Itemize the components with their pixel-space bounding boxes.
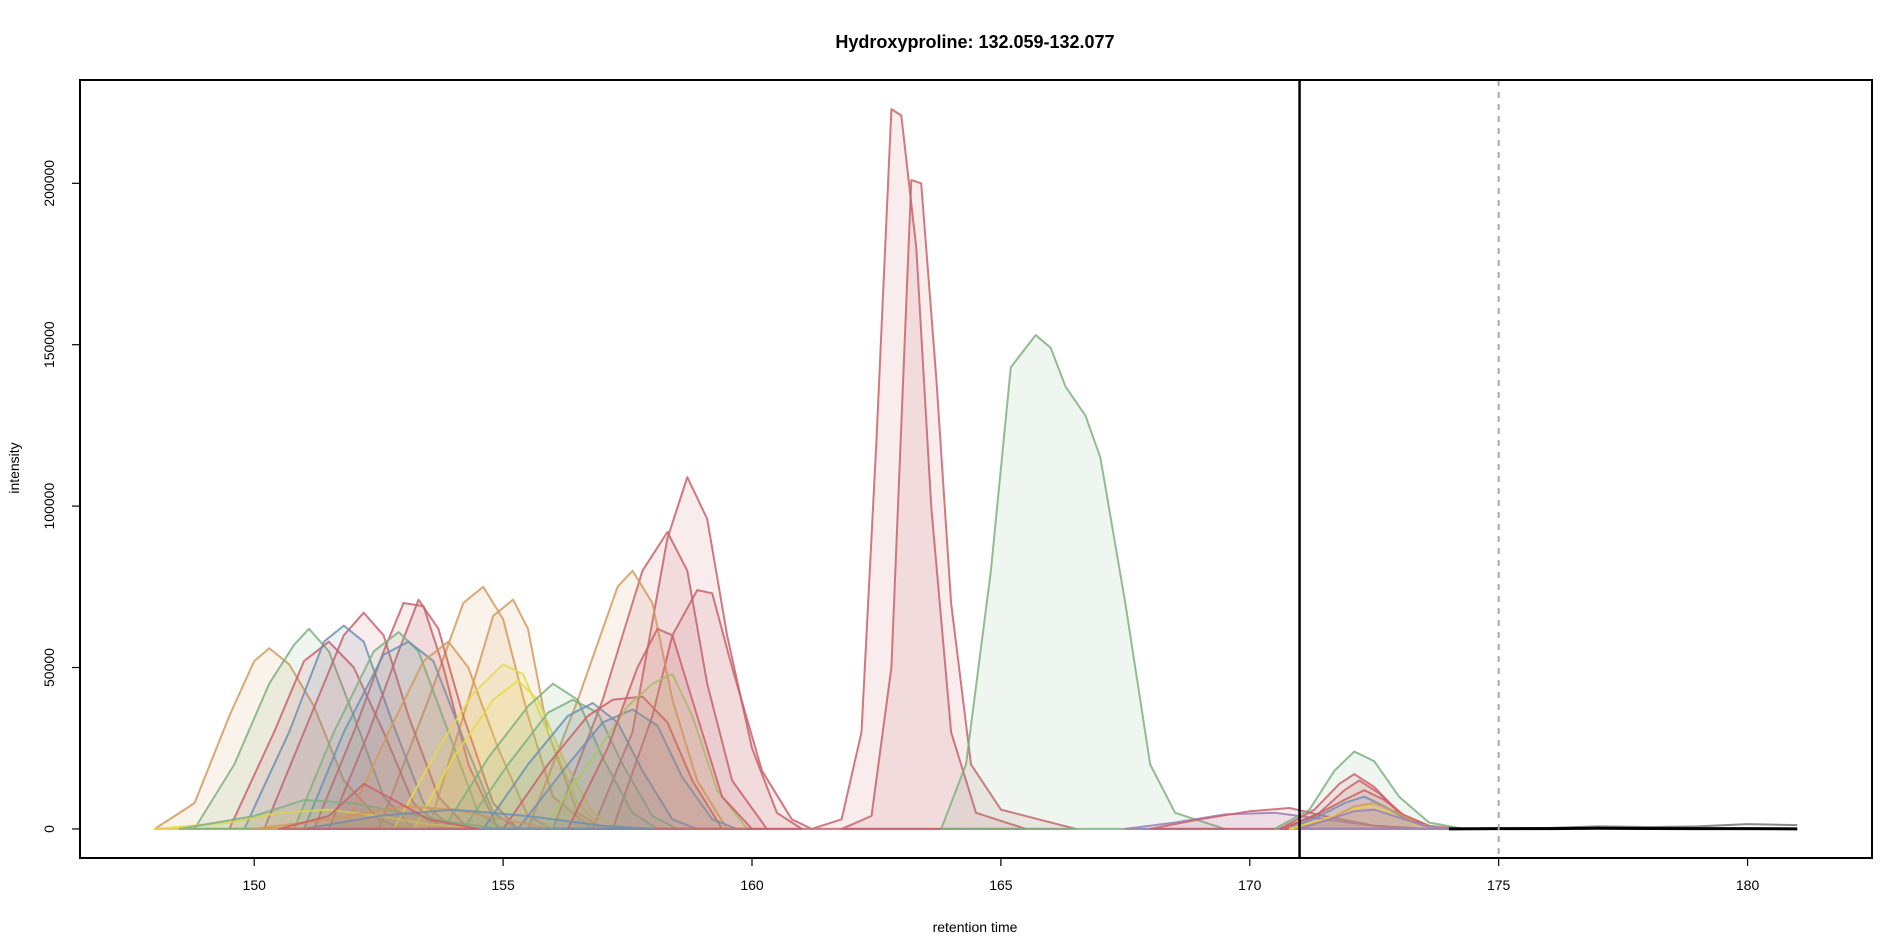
trace-32 (278, 782, 480, 830)
trace-25 (517, 708, 739, 830)
x-tick-label: 155 (491, 877, 515, 893)
y-tick-label: 100000 (41, 483, 57, 530)
y-tick-label: 0 (41, 825, 57, 833)
x-tick-label: 160 (740, 877, 764, 893)
x-tick-label: 165 (989, 877, 1013, 893)
trace-4 (611, 589, 813, 830)
trace-36 (1278, 773, 1460, 830)
y-axis: 0 50000 100000 150000 200000 (41, 160, 80, 833)
trace-24 (502, 695, 724, 830)
reference-lines (1298, 80, 1500, 858)
trace-16 (293, 631, 505, 830)
trace-29 (178, 798, 505, 830)
trace-42 (1298, 808, 1450, 830)
trace-27 (566, 627, 753, 830)
y-axis-label: intensity (6, 442, 22, 493)
x-tick-label: 170 (1238, 877, 1262, 893)
y-tick-label: 50000 (41, 648, 57, 687)
trace-26 (541, 673, 748, 830)
trace-1 (840, 179, 1077, 830)
trace-31 (303, 808, 654, 830)
x-axis: 150 155 160 165 170 175 180 (243, 857, 1760, 893)
trace-44 (1448, 826, 1798, 831)
y-tick-label: 150000 (41, 321, 57, 368)
trace-9 (153, 647, 405, 830)
trace-6 (527, 569, 729, 830)
x-tick-label: 180 (1736, 877, 1760, 893)
x-tick-label: 150 (243, 877, 267, 893)
trace-3 (591, 476, 803, 830)
trace-21 (442, 682, 659, 830)
trace-0 (810, 108, 1027, 830)
trace-2 (940, 334, 1226, 830)
trace-group (153, 108, 1798, 831)
trace-22 (462, 698, 679, 830)
trace-18 (342, 640, 554, 830)
trace-7 (377, 585, 594, 830)
x-tick-label: 175 (1487, 877, 1511, 893)
chart-title: Hydroxyproline: 132.059-132.077 (835, 32, 1114, 52)
trace-17 (303, 640, 519, 830)
y-tick-label: 200000 (41, 160, 57, 207)
x-axis-label: retention time (933, 919, 1018, 935)
